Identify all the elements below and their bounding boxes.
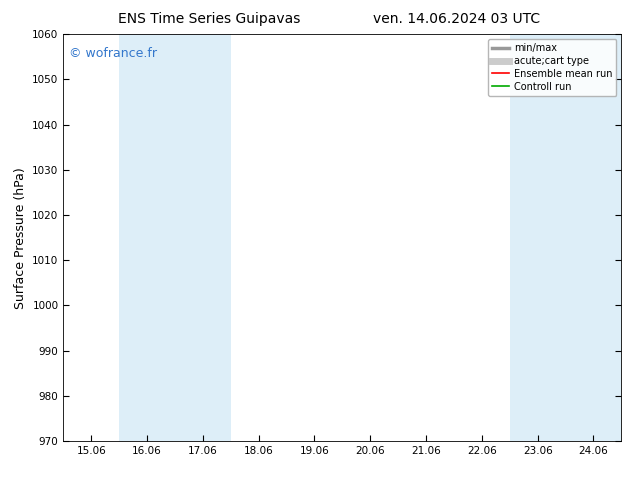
Bar <box>175 34 231 441</box>
Bar <box>566 34 621 441</box>
Legend: min/max, acute;cart type, Ensemble mean run, Controll run: min/max, acute;cart type, Ensemble mean … <box>488 39 616 96</box>
Text: ENS Time Series Guipavas: ENS Time Series Guipavas <box>118 12 301 26</box>
Text: ven. 14.06.2024 03 UTC: ven. 14.06.2024 03 UTC <box>373 12 540 26</box>
Text: © wofrance.fr: © wofrance.fr <box>69 47 157 59</box>
Bar <box>510 34 566 441</box>
Y-axis label: Surface Pressure (hPa): Surface Pressure (hPa) <box>14 167 27 309</box>
Bar <box>119 34 175 441</box>
